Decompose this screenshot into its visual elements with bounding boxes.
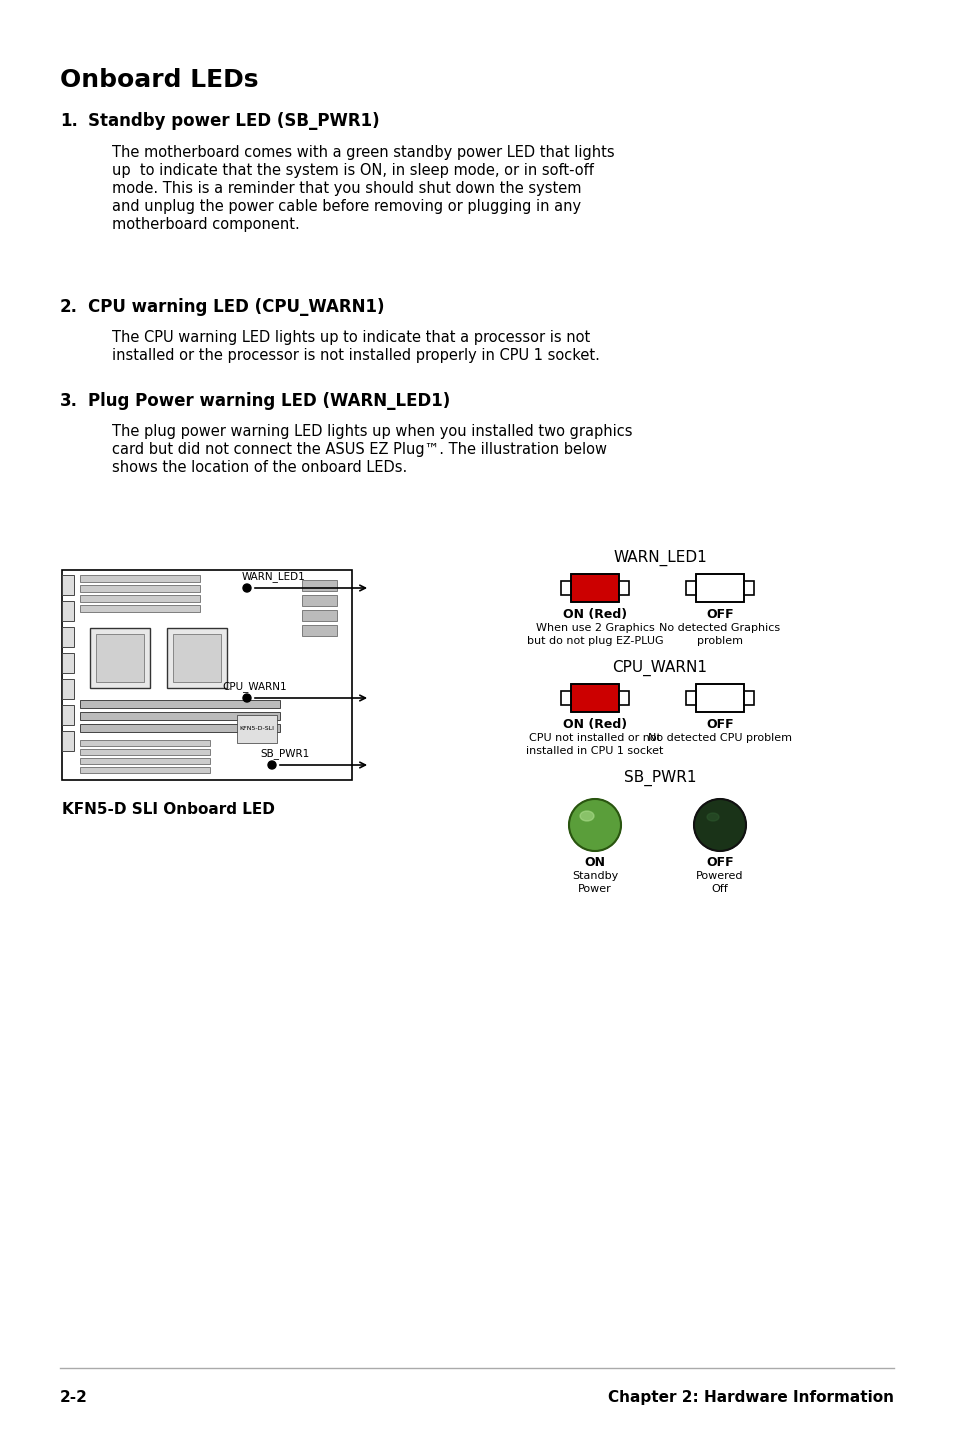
- Bar: [302, 610, 336, 621]
- Bar: [302, 595, 336, 605]
- Bar: [62, 601, 74, 621]
- Bar: [743, 581, 753, 595]
- Text: 1.: 1.: [60, 112, 78, 129]
- Text: KFN5-D-SLI: KFN5-D-SLI: [239, 726, 274, 732]
- Bar: [80, 605, 200, 613]
- Bar: [167, 628, 227, 687]
- Text: The motherboard comes with a green standby power LED that lights: The motherboard comes with a green stand…: [112, 145, 614, 160]
- Text: mode. This is a reminder that you should shut down the system: mode. This is a reminder that you should…: [112, 181, 581, 196]
- Bar: [560, 692, 571, 705]
- Circle shape: [243, 584, 251, 592]
- Bar: [571, 684, 618, 712]
- Bar: [618, 692, 628, 705]
- Bar: [302, 626, 336, 636]
- Text: Standby: Standby: [571, 871, 618, 881]
- Text: OFF: OFF: [705, 608, 733, 621]
- Bar: [80, 723, 280, 732]
- Bar: [696, 574, 743, 603]
- Bar: [571, 684, 618, 712]
- Ellipse shape: [706, 812, 719, 821]
- Circle shape: [693, 800, 745, 851]
- Bar: [571, 574, 618, 603]
- Bar: [80, 595, 200, 603]
- Bar: [696, 574, 743, 603]
- Bar: [618, 581, 628, 595]
- Bar: [80, 575, 200, 582]
- Text: Powered: Powered: [696, 871, 743, 881]
- Bar: [80, 749, 210, 755]
- Bar: [80, 700, 280, 707]
- Bar: [571, 574, 618, 603]
- Text: installed or the processor is not installed properly in CPU 1 socket.: installed or the processor is not instal…: [112, 348, 599, 362]
- Text: OFF: OFF: [705, 856, 733, 869]
- Text: motherboard component.: motherboard component.: [112, 217, 299, 232]
- Bar: [96, 634, 144, 682]
- Bar: [62, 679, 74, 699]
- Text: OFF: OFF: [705, 718, 733, 731]
- Text: 2.: 2.: [60, 298, 78, 316]
- Bar: [302, 580, 336, 591]
- Text: CPU not installed or not: CPU not installed or not: [529, 733, 660, 743]
- Bar: [80, 712, 280, 720]
- Text: SB_PWR1: SB_PWR1: [623, 769, 696, 787]
- Text: When use 2 Graphics: When use 2 Graphics: [535, 623, 654, 633]
- Text: 3.: 3.: [60, 393, 78, 410]
- Circle shape: [568, 800, 620, 851]
- Text: SB_PWR1: SB_PWR1: [260, 748, 309, 759]
- Text: WARN_LED1: WARN_LED1: [613, 549, 706, 567]
- Text: KFN5-D SLI Onboard LED: KFN5-D SLI Onboard LED: [62, 802, 274, 817]
- Text: card but did not connect the ASUS EZ Plug™. The illustration below: card but did not connect the ASUS EZ Plu…: [112, 441, 606, 457]
- Text: ON (Red): ON (Red): [562, 718, 626, 731]
- Text: shows the location of the onboard LEDs.: shows the location of the onboard LEDs.: [112, 460, 407, 475]
- Text: but do not plug EZ-PLUG: but do not plug EZ-PLUG: [526, 636, 662, 646]
- Bar: [696, 684, 743, 712]
- Bar: [80, 758, 210, 764]
- Text: up  to indicate that the system is ON, in sleep mode, or in soft-off: up to indicate that the system is ON, in…: [112, 162, 594, 178]
- Bar: [62, 653, 74, 673]
- Bar: [62, 627, 74, 647]
- Bar: [172, 634, 221, 682]
- Ellipse shape: [579, 811, 594, 821]
- Bar: [685, 692, 696, 705]
- Text: ON (Red): ON (Red): [562, 608, 626, 621]
- Text: No detected CPU problem: No detected CPU problem: [647, 733, 791, 743]
- Bar: [236, 715, 276, 743]
- Bar: [62, 705, 74, 725]
- Circle shape: [243, 695, 251, 702]
- Bar: [80, 766, 210, 774]
- Text: ON: ON: [584, 856, 605, 869]
- Text: installed in CPU 1 socket: installed in CPU 1 socket: [526, 746, 663, 756]
- Bar: [560, 581, 571, 595]
- Bar: [80, 741, 210, 746]
- Bar: [743, 692, 753, 705]
- Bar: [90, 628, 150, 687]
- Text: CPU warning LED (CPU_WARN1): CPU warning LED (CPU_WARN1): [88, 298, 384, 316]
- Bar: [80, 585, 200, 592]
- Text: Off: Off: [711, 884, 727, 894]
- Text: No detected Graphics: No detected Graphics: [659, 623, 780, 633]
- Text: Plug Power warning LED (WARN_LED1): Plug Power warning LED (WARN_LED1): [88, 393, 450, 410]
- Circle shape: [268, 761, 275, 769]
- Text: and unplug the power cable before removing or plugging in any: and unplug the power cable before removi…: [112, 198, 580, 214]
- Text: WARN_LED1: WARN_LED1: [242, 571, 305, 582]
- Text: The plug power warning LED lights up when you installed two graphics: The plug power warning LED lights up whe…: [112, 424, 632, 439]
- Bar: [62, 575, 74, 595]
- Text: Onboard LEDs: Onboard LEDs: [60, 68, 258, 92]
- Text: The CPU warning LED lights up to indicate that a processor is not: The CPU warning LED lights up to indicat…: [112, 329, 590, 345]
- Bar: [696, 684, 743, 712]
- Text: Standby power LED (SB_PWR1): Standby power LED (SB_PWR1): [88, 112, 379, 129]
- Text: Chapter 2: Hardware Information: Chapter 2: Hardware Information: [607, 1391, 893, 1405]
- Text: problem: problem: [697, 636, 742, 646]
- Bar: [62, 731, 74, 751]
- Text: 2-2: 2-2: [60, 1391, 88, 1405]
- Bar: [685, 581, 696, 595]
- Bar: [62, 569, 352, 779]
- Text: CPU_WARN1: CPU_WARN1: [612, 660, 707, 676]
- Text: CPU_WARN1: CPU_WARN1: [222, 682, 286, 692]
- Text: Power: Power: [578, 884, 611, 894]
